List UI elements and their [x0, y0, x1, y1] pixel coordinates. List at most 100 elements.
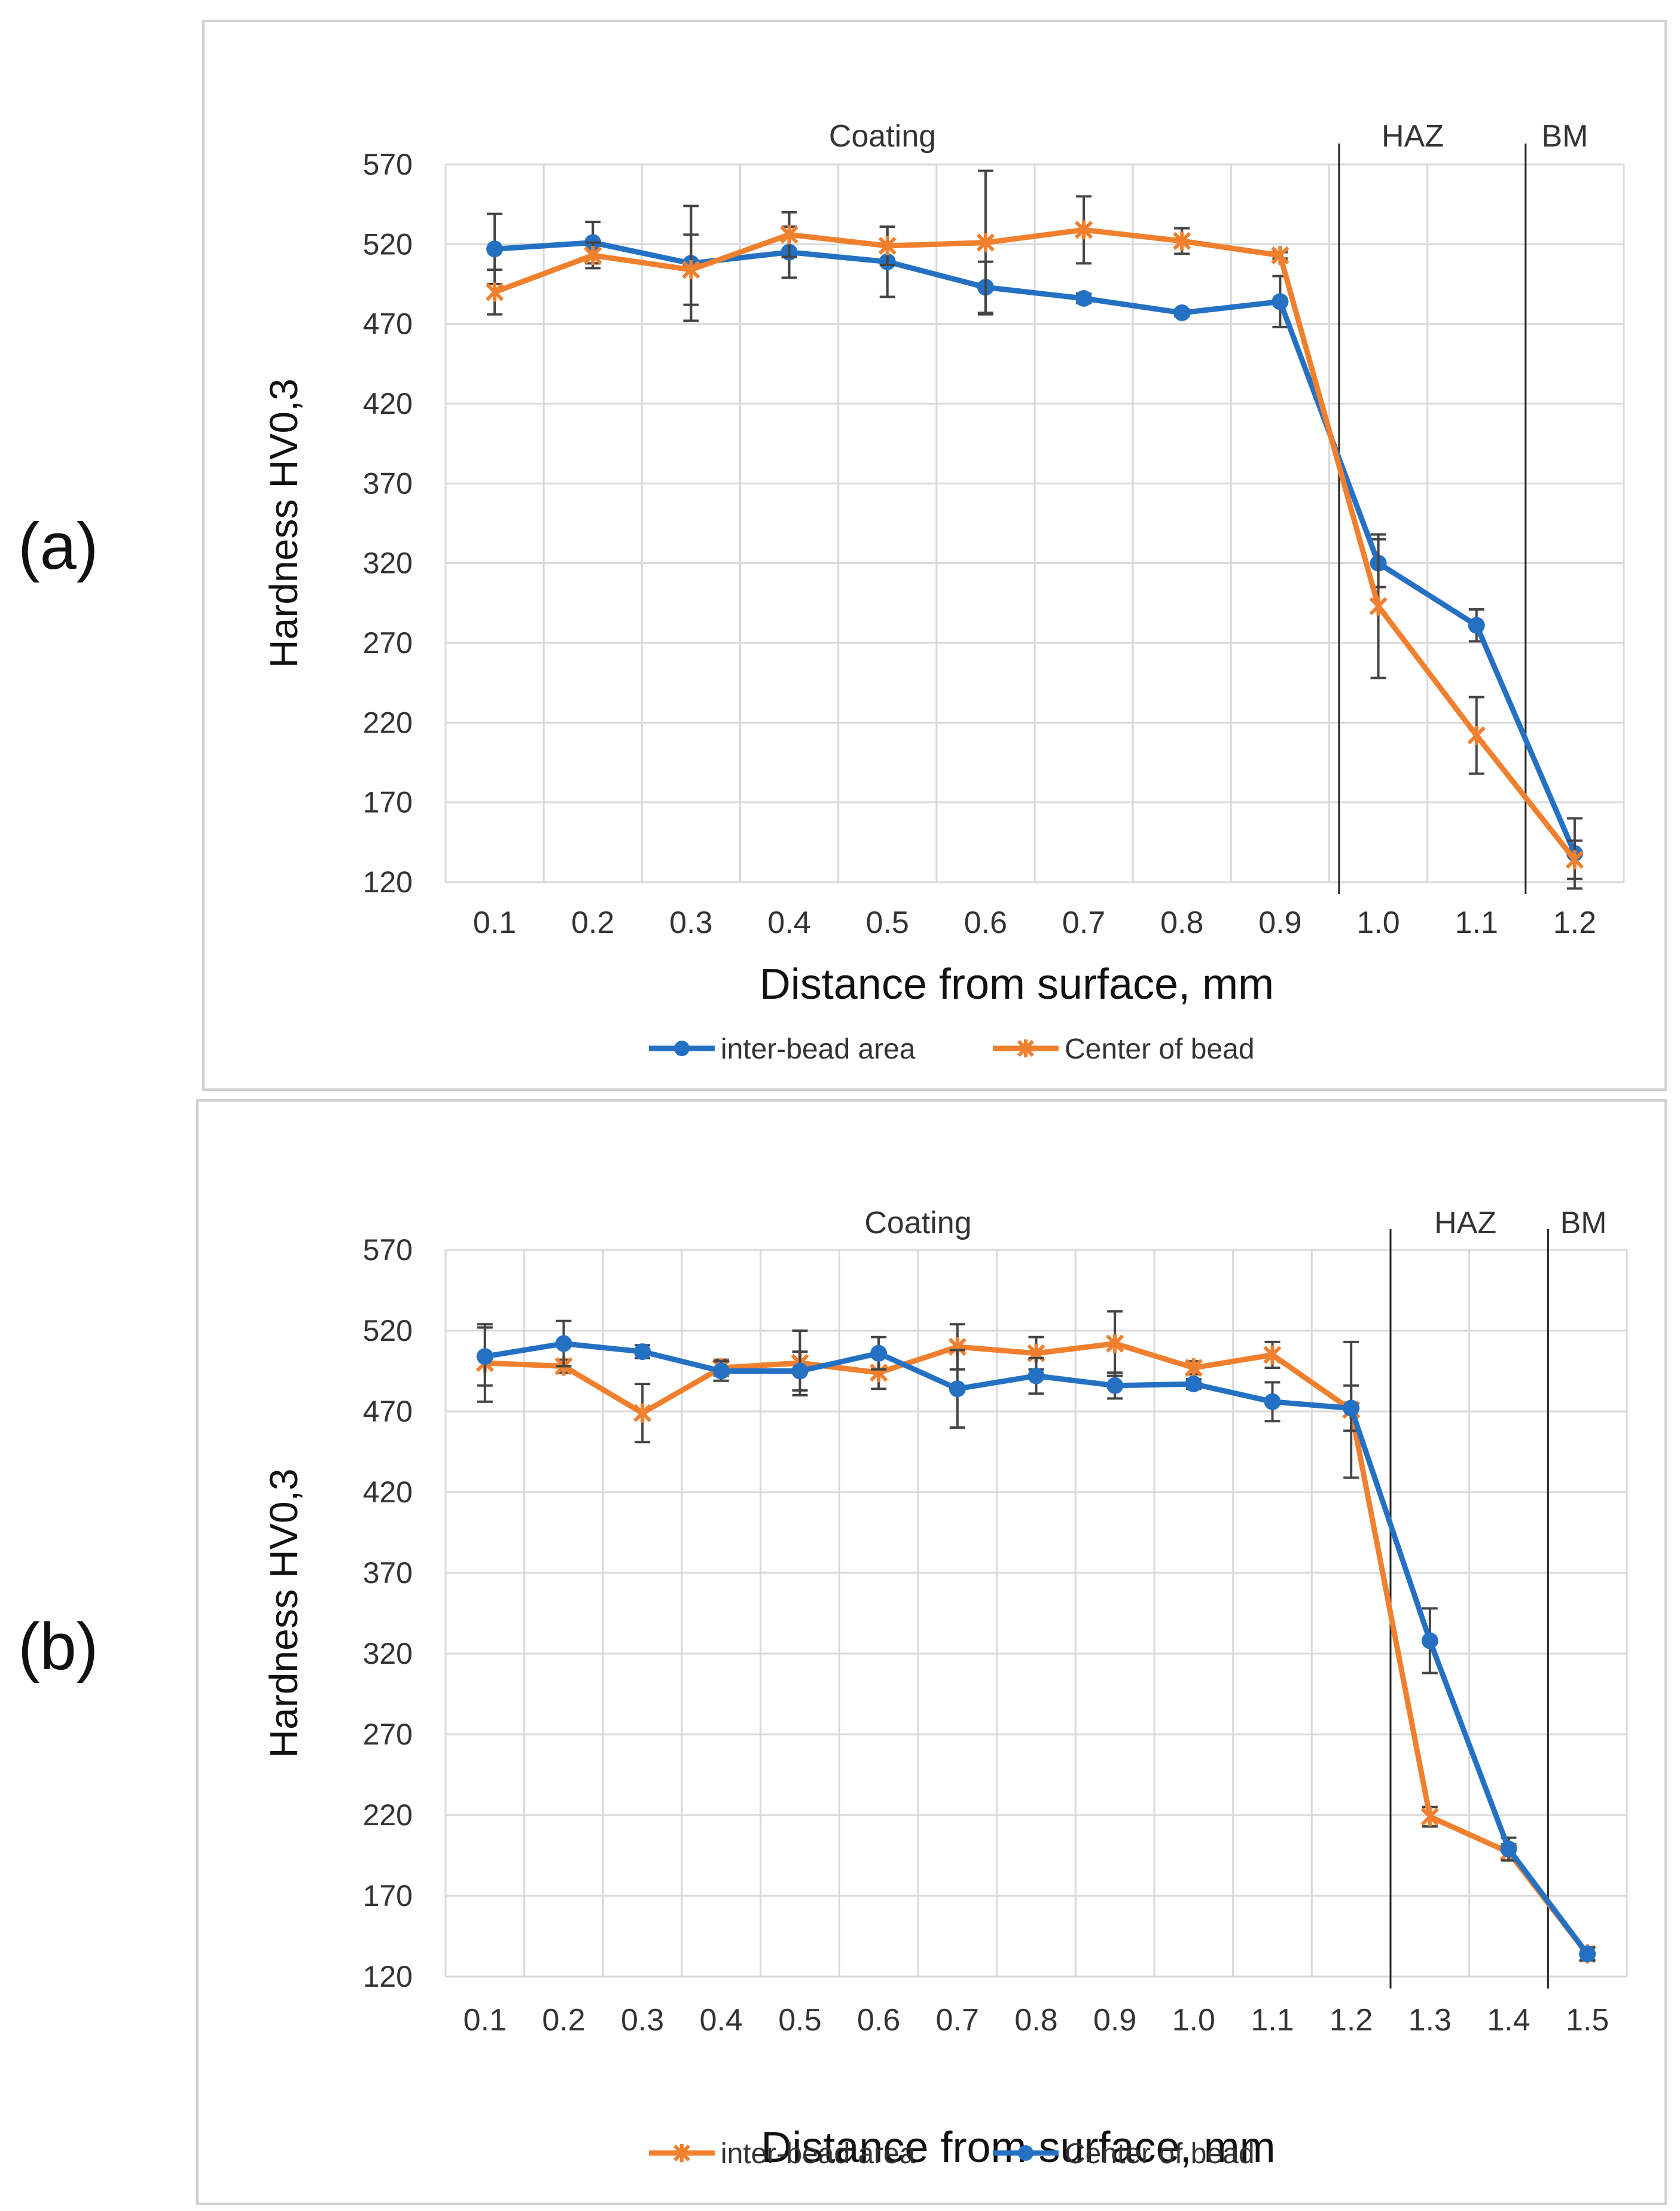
- y-tick-label: 570: [363, 148, 413, 181]
- legend-marker-center-of-bead: [1017, 1039, 1035, 1057]
- y-tick-label: 170: [363, 1879, 413, 1913]
- data-point-center-of-bead: [1106, 1377, 1124, 1394]
- x-tick-label: 0.5: [866, 905, 909, 940]
- y-tick-label: 570: [363, 1233, 413, 1267]
- data-point-center-of-bead: [682, 260, 700, 279]
- data-point-inter-bead-area: [1106, 1334, 1124, 1353]
- data-point-inter-bead-area: [633, 1403, 652, 1423]
- x-tick-label: 1.0: [1356, 905, 1400, 940]
- x-tick-label: 0.1: [473, 905, 516, 940]
- y-tick-label: 220: [363, 706, 413, 739]
- x-tick-label: 0.8: [1160, 905, 1203, 940]
- data-point-center-of-bead: [634, 1343, 651, 1361]
- y-tick-label: 220: [363, 1798, 413, 1832]
- data-point-inter-bead-area: [1184, 1358, 1203, 1378]
- chart-frame-a: [202, 20, 1667, 1091]
- zone-label: HAZ: [1382, 119, 1444, 154]
- legend-label-inter-bead-area: inter-bead area: [721, 2138, 916, 2170]
- data-point-inter-bead-area: [486, 240, 504, 258]
- series-line-center-of-bead: [493, 227, 1577, 862]
- chart-frame-b: [196, 1099, 1667, 2205]
- y-tick-label: 320: [363, 547, 413, 580]
- data-point-inter-bead-area: [1272, 293, 1289, 310]
- data-point-center-of-bead: [712, 1362, 730, 1380]
- x-tick-label: 0.7: [936, 2003, 979, 2038]
- data-point-center-of-bead: [780, 225, 798, 245]
- data-point-center-of-bead: [1343, 1399, 1360, 1417]
- series-line-inter-bead-area: [494, 240, 1578, 855]
- data-point-center-of-bead: [485, 282, 504, 302]
- data-point-center-of-bead: [1579, 1945, 1596, 1963]
- data-point-center-of-bead: [1027, 1367, 1045, 1384]
- y-tick-label: 270: [363, 626, 413, 660]
- y-tick-label: 470: [363, 1395, 413, 1428]
- data-point-inter-bead-area: [1468, 617, 1485, 634]
- x-tick-label: 0.4: [767, 905, 810, 940]
- y-tick-label: 420: [363, 387, 413, 420]
- y-tick-label: 270: [363, 1718, 413, 1751]
- data-point-center-of-bead: [1421, 1632, 1438, 1649]
- series-line-inter-bead-area: [484, 1341, 1590, 1956]
- data-point-center-of-bead: [1173, 231, 1191, 251]
- zone-label: Coating: [864, 1206, 971, 1240]
- zone-label: Coating: [829, 119, 936, 154]
- x-tick-label: 1.0: [1172, 2003, 1215, 2038]
- x-tick-label: 0.2: [542, 2003, 585, 2038]
- legend-label-center-of-bead: Center of bead: [1065, 1033, 1255, 1065]
- legend-label-inter-bead-area: inter-bead area: [721, 1033, 916, 1065]
- x-tick-label: 0.4: [700, 2003, 743, 2038]
- data-point-inter-bead-area: [1263, 1345, 1282, 1365]
- x-tick-label: 0.3: [621, 2003, 664, 2038]
- data-point-inter-bead-area: [1075, 290, 1093, 307]
- x-tick-label: 1.2: [1330, 2003, 1373, 2038]
- legend-marker-inter-bead-area: [674, 1041, 690, 1056]
- data-point-center-of-bead: [1565, 850, 1584, 870]
- x-tick-label: 0.1: [464, 2003, 507, 2038]
- data-point-center-of-bead: [1264, 1393, 1281, 1410]
- y-tick-label: 370: [363, 466, 413, 500]
- zone-label: BM: [1542, 119, 1588, 154]
- y-tick-label: 520: [363, 1314, 413, 1347]
- data-point-center-of-bead: [878, 236, 897, 255]
- data-point-center-of-bead: [1500, 1840, 1517, 1858]
- x-tick-label: 1.2: [1553, 905, 1596, 940]
- data-point-center-of-bead: [584, 246, 602, 265]
- x-tick-label: 0.9: [1258, 905, 1301, 940]
- x-tick-label: 0.3: [669, 905, 712, 940]
- zone-label: BM: [1560, 1206, 1607, 1240]
- x-tick-label: 0.9: [1093, 2003, 1136, 2038]
- legend-marker-inter-bead-area: [673, 2144, 691, 2162]
- y-tick-label: 370: [363, 1556, 413, 1590]
- data-point-center-of-bead: [1074, 220, 1093, 240]
- x-tick-label: 0.6: [857, 2003, 900, 2038]
- data-point-center-of-bead: [476, 1348, 493, 1365]
- data-point-center-of-bead: [949, 1380, 966, 1398]
- y-axis-title: Hardness HV0,3: [261, 379, 306, 668]
- y-tick-label: 420: [363, 1475, 413, 1509]
- legend-marker-center-of-bead: [1018, 2145, 1033, 2161]
- data-point-center-of-bead: [976, 233, 995, 252]
- y-tick-label: 120: [363, 1960, 413, 1993]
- y-tick-label: 470: [363, 307, 413, 341]
- data-point-center-of-bead: [1185, 1376, 1202, 1393]
- x-tick-label: 1.4: [1487, 2003, 1530, 2038]
- data-point-center-of-bead: [1369, 596, 1388, 616]
- data-point-center-of-bead: [555, 1335, 572, 1352]
- x-axis-title: Distance from surface, mm: [760, 960, 1274, 1008]
- data-point-inter-bead-area: [1173, 304, 1191, 321]
- panel-label-a: (a): [18, 510, 99, 583]
- data-point-center-of-bead: [1467, 725, 1486, 745]
- y-tick-label: 520: [363, 227, 413, 261]
- y-tick-label: 170: [363, 786, 413, 819]
- x-tick-label: 1.1: [1455, 905, 1498, 940]
- x-tick-label: 0.2: [571, 905, 614, 940]
- x-tick-label: 1.1: [1251, 2003, 1294, 2038]
- zone-label: HAZ: [1434, 1206, 1496, 1240]
- data-point-center-of-bead: [870, 1344, 888, 1362]
- panel-label-b: (b): [18, 1610, 99, 1684]
- y-axis-title: Hardness HV0,3: [261, 1468, 306, 1758]
- x-tick-label: 1.3: [1408, 2003, 1452, 2038]
- y-tick-label: 120: [363, 865, 413, 899]
- x-tick-label: 1.5: [1566, 2003, 1609, 2038]
